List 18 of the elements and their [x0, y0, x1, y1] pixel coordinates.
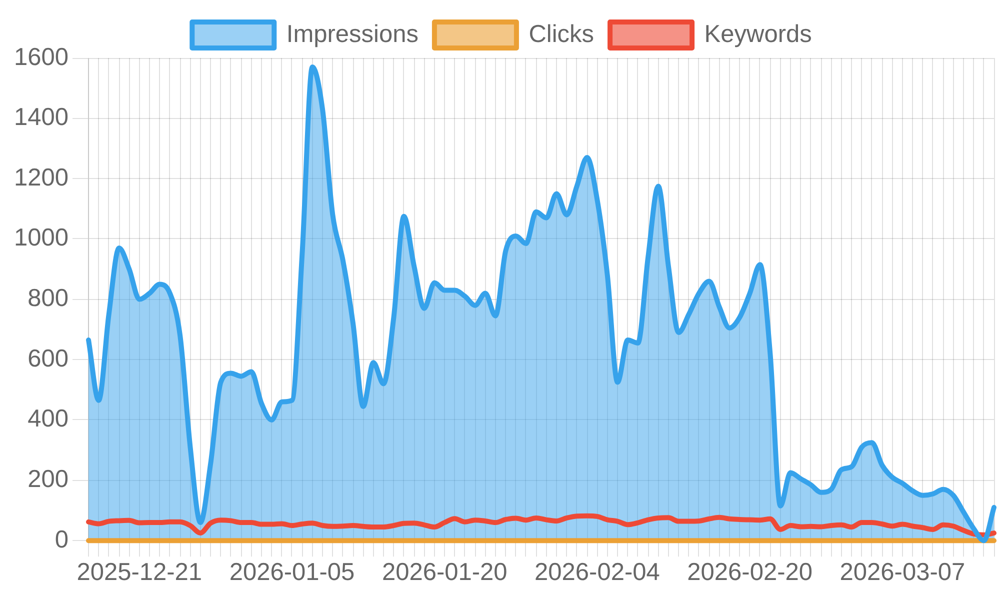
y-tick-label: 1600 [14, 44, 69, 71]
x-tick-label: 2026-01-05 [229, 559, 355, 586]
legend-label: Impressions [286, 20, 418, 48]
y-tick-label: 200 [28, 466, 69, 494]
y-tick-label: 0 [54, 526, 69, 554]
y-tick-label: 400 [28, 406, 69, 433]
x-tick-label: 2026-02-20 [687, 559, 812, 586]
x-tick-label: 2025-12-21 [76, 559, 202, 586]
x-tick-label: 2026-02-04 [534, 559, 660, 586]
y-tick-label: 1000 [14, 224, 69, 252]
y-tick-label: 1200 [14, 164, 69, 192]
legend-label: Clicks [528, 20, 594, 48]
y-tick-label: 1400 [14, 104, 69, 132]
legend-label: Keywords [704, 20, 812, 48]
x-tick-label: 2026-01-20 [382, 559, 508, 586]
y-tick-label: 600 [28, 345, 69, 372]
x-tick-label: 2026-03-07 [840, 559, 966, 586]
y-tick-label: 800 [28, 285, 69, 312]
